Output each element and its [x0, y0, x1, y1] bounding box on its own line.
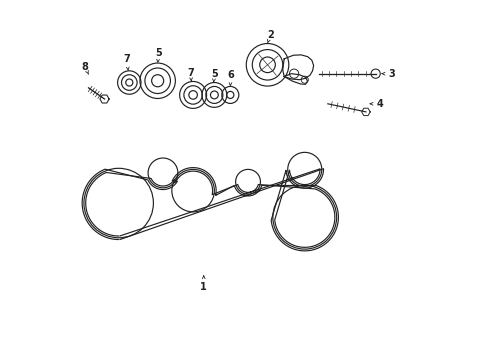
Text: 1: 1: [200, 276, 207, 292]
Text: 7: 7: [187, 68, 194, 81]
Text: 6: 6: [227, 71, 234, 86]
Text: 3: 3: [381, 69, 394, 79]
Text: 2: 2: [266, 30, 273, 43]
Text: 5: 5: [210, 69, 217, 82]
Text: 7: 7: [123, 54, 130, 70]
Text: 5: 5: [155, 48, 162, 62]
Text: 8: 8: [81, 62, 88, 75]
Text: 4: 4: [369, 99, 382, 109]
